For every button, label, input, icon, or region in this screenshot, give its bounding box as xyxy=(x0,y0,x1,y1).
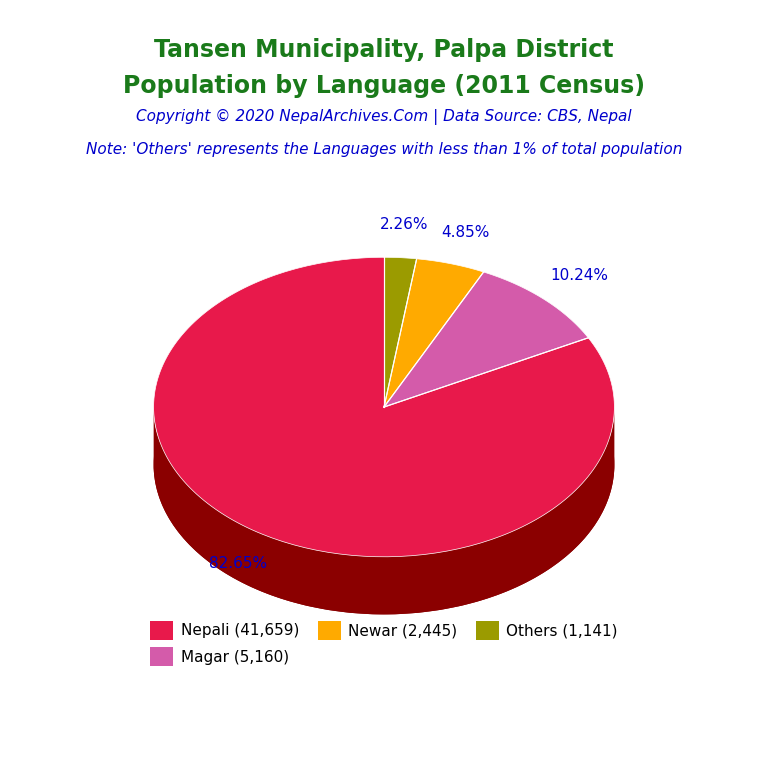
Text: Population by Language (2011 Census): Population by Language (2011 Census) xyxy=(123,74,645,98)
Text: 82.65%: 82.65% xyxy=(209,556,267,571)
Polygon shape xyxy=(154,257,614,557)
Text: 4.85%: 4.85% xyxy=(442,225,490,240)
Text: 10.24%: 10.24% xyxy=(551,268,608,283)
Polygon shape xyxy=(384,259,484,407)
Polygon shape xyxy=(384,272,588,407)
Polygon shape xyxy=(154,409,614,614)
Legend: Nepali (41,659), Magar (5,160), Newar (2,445), Others (1,141): Nepali (41,659), Magar (5,160), Newar (2… xyxy=(144,615,624,672)
Text: 2.26%: 2.26% xyxy=(379,217,429,232)
Text: Copyright © 2020 NepalArchives.Com | Data Source: CBS, Nepal: Copyright © 2020 NepalArchives.Com | Dat… xyxy=(136,109,632,124)
Text: Tansen Municipality, Palpa District: Tansen Municipality, Palpa District xyxy=(154,38,614,62)
Polygon shape xyxy=(384,257,417,407)
Ellipse shape xyxy=(154,315,614,614)
Text: Note: 'Others' represents the Languages with less than 1% of total population: Note: 'Others' represents the Languages … xyxy=(86,142,682,157)
